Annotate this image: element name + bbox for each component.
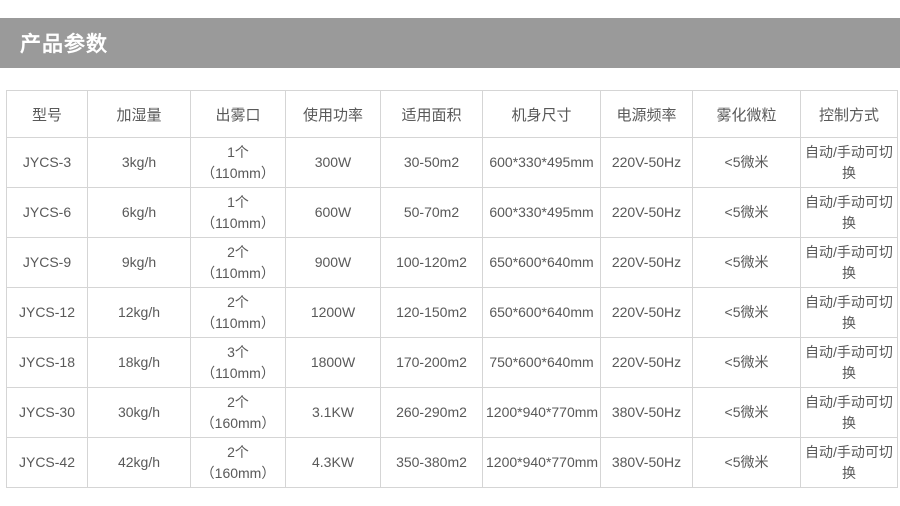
cell-area: 350-380m2 [380,437,483,488]
cell-control: 自动/手动可切换 [800,137,898,188]
cell-model: JYCS-3 [6,137,88,188]
cell-model: JYCS-12 [6,287,88,338]
cell-area: 100-120m2 [380,237,483,288]
cell-area: 120-150m2 [380,287,483,338]
column-header-dimensions: 机身尺寸 [482,90,601,138]
table-body: JYCS-3 3kg/h 1个 （110mm） 300W 30-50m2 600*330*… [6,137,898,488]
cell-frequency: 220V-50Hz [600,187,693,238]
cell-particles: <5微米 [692,437,801,488]
cell-frequency: 220V-50Hz [600,287,693,338]
cell-humidification: 30kg/h [87,387,191,438]
cell-particles: <5微米 [692,137,801,188]
cell-particles: <5微米 [692,287,801,338]
cell-humidification: 3kg/h [87,137,191,188]
cell-area: 30-50m2 [380,137,483,188]
page-title: 产品参数 [20,33,108,56]
cell-particles: <5微米 [692,187,801,238]
cell-control: 自动/手动可切换 [800,387,898,438]
cell-dimensions: 1200*940*770mm [482,437,601,488]
cell-power: 3.1KW [285,387,381,438]
cell-dimensions: 1200*940*770mm [482,387,601,438]
cell-particles: <5微米 [692,387,801,438]
cell-power: 1800W [285,337,381,388]
section-title-bar: 产品参数 [0,18,900,68]
cell-area: 50-70m2 [380,187,483,238]
cell-frequency: 380V-50Hz [600,387,693,438]
cell-area: 260-290m2 [380,387,483,438]
cell-model: JYCS-6 [6,187,88,238]
cell-mist_outlet: 2个 （110mm） [190,287,286,338]
cell-frequency: 220V-50Hz [600,337,693,388]
column-header-particles: 雾化微粒 [692,90,801,138]
cell-humidification: 9kg/h [87,237,191,288]
cell-frequency: 380V-50Hz [600,437,693,488]
table-header: 型号 加湿量 出雾口 使用功率 适用面积 机身尺寸 电源频率 雾化微粒 控制方式 [6,90,898,138]
cell-humidification: 42kg/h [87,437,191,488]
column-header-area: 适用面积 [380,90,483,138]
cell-power: 4.3KW [285,437,381,488]
cell-particles: <5微米 [692,237,801,288]
table-row: JYCS-3 3kg/h 1个 （110mm） 300W 30-50m2 600*330*… [6,137,898,188]
table-row: JYCS-18 18kg/h 3个 （110mm） 1800W 170-200m2 750… [6,337,898,388]
cell-humidification: 6kg/h [87,187,191,238]
cell-control: 自动/手动可切换 [800,187,898,238]
cell-model: JYCS-9 [6,237,88,288]
table-row: JYCS-30 30kg/h 2个 （160mm） 3.1KW 260-290m2 120… [6,387,898,438]
cell-frequency: 220V-50Hz [600,237,693,288]
cell-power: 600W [285,187,381,238]
cell-humidification: 18kg/h [87,337,191,388]
cell-power: 900W [285,237,381,288]
cell-dimensions: 750*600*640mm [482,337,601,388]
cell-dimensions: 600*330*495mm [482,187,601,238]
table-row: JYCS-42 42kg/h 2个 （160mm） 4.3KW 350-380m2 120… [6,437,898,488]
column-header-mist_outlet: 出雾口 [190,90,286,138]
cell-model: JYCS-30 [6,387,88,438]
cell-mist_outlet: 2个 （160mm） [190,387,286,438]
column-header-control: 控制方式 [800,90,898,138]
cell-power: 1200W [285,287,381,338]
cell-control: 自动/手动可切换 [800,337,898,388]
header-row: 型号 加湿量 出雾口 使用功率 适用面积 机身尺寸 电源频率 雾化微粒 控制方式 [6,90,898,138]
cell-dimensions: 650*600*640mm [482,237,601,288]
cell-mist_outlet: 3个 （110mm） [190,337,286,388]
cell-model: JYCS-18 [6,337,88,388]
column-header-model: 型号 [6,90,88,138]
cell-mist_outlet: 2个 （110mm） [190,237,286,288]
column-header-frequency: 电源频率 [600,90,693,138]
table-row: JYCS-9 9kg/h 2个 （110mm） 900W 100-120m2 650*60… [6,237,898,288]
table-row: JYCS-6 6kg/h 1个 （110mm） 600W 50-70m2 600*330*… [6,187,898,238]
cell-mist_outlet: 2个 （160mm） [190,437,286,488]
cell-area: 170-200m2 [380,337,483,388]
cell-dimensions: 600*330*495mm [482,137,601,188]
cell-control: 自动/手动可切换 [800,437,898,488]
cell-particles: <5微米 [692,337,801,388]
cell-frequency: 220V-50Hz [600,137,693,188]
table-row: JYCS-12 12kg/h 2个 （110mm） 1200W 120-150m2 650… [6,287,898,338]
cell-mist_outlet: 1个 （110mm） [190,187,286,238]
cell-humidification: 12kg/h [87,287,191,338]
cell-control: 自动/手动可切换 [800,287,898,338]
cell-control: 自动/手动可切换 [800,237,898,288]
cell-power: 300W [285,137,381,188]
cell-dimensions: 650*600*640mm [482,287,601,338]
cell-mist_outlet: 1个 （110mm） [190,137,286,188]
column-header-humidification: 加湿量 [87,90,191,138]
column-header-power: 使用功率 [285,90,381,138]
product-spec-table: 型号 加湿量 出雾口 使用功率 适用面积 机身尺寸 电源频率 雾化微粒 控制方式 JYCS-3 3… [6,90,898,488]
cell-model: JYCS-42 [6,437,88,488]
